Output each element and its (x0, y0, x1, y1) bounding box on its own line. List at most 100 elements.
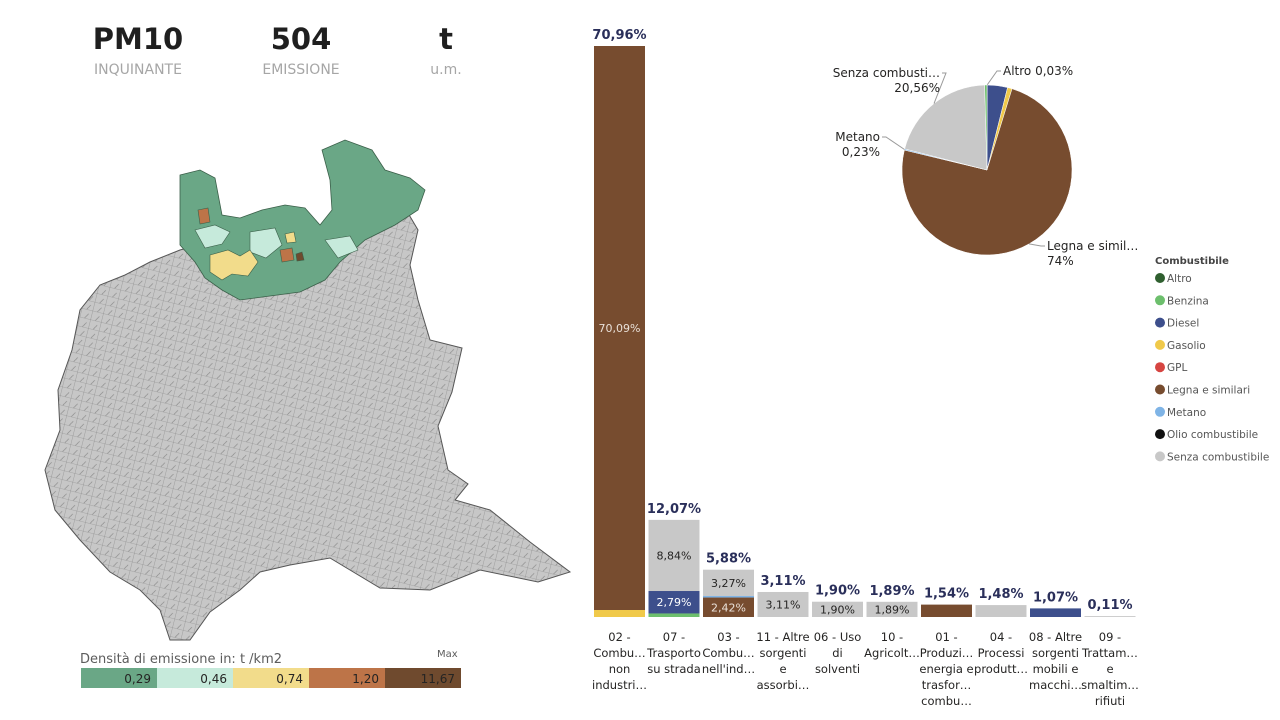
fuel-legend-item[interactable]: Metano (1155, 406, 1206, 419)
bar-segment[interactable] (812, 601, 863, 617)
kpi-inquinante: PM10 INQUINANTE (73, 20, 203, 78)
bar-segment[interactable] (594, 609, 645, 617)
fuel-legend-label: Olio combustibile (1167, 429, 1258, 441)
fuel-legend[interactable]: Combustibile Altro Benzina Diesel Gasolio GPL… (1155, 256, 1269, 463)
fuel-legend-title: Combustibile (1155, 256, 1229, 267)
bar-segment[interactable] (648, 591, 700, 614)
bar-segment-label: 3,27% (711, 577, 746, 590)
bar-segment-label: 1,89% (875, 603, 910, 616)
kpi-inquinante-label: INQUINANTE (94, 62, 182, 78)
map-legend-bin-value: 0,29 (124, 672, 151, 686)
fuel-legend-marker (1155, 406, 1165, 417)
bar-segment-label: 1,90% (820, 603, 855, 616)
kpi-emissione: 504 EMISSIONE (236, 20, 366, 78)
pie-slice[interactable] (984, 84, 988, 171)
bar-segment-label: 2,42% (711, 601, 746, 614)
fuel-pie-chart[interactable]: Altro 0,03% Legna e simil… 74% Metano 0,23% S… (833, 64, 1139, 268)
bar-segment[interactable] (703, 597, 754, 617)
pie-leader-line (986, 70, 1001, 86)
fuel-legend-marker (1155, 339, 1165, 350)
bar-category-label: 09 -Trattam… e smaltim… rifiuti (1081, 630, 1139, 708)
pie-slice-label: Legna e simil… 74% (1047, 239, 1138, 268)
bar-category-label: 08 - Altre sorgenti mobili e macchi… (1029, 630, 1082, 692)
region-map[interactable]: Densità di emissione in: t /km2 Max 0,29… (0, 0, 600, 720)
kpi-unit-value: t (439, 22, 453, 56)
bar-total-label: 1,89% (869, 584, 914, 599)
bar-segment[interactable] (648, 519, 700, 592)
fuel-legend-marker (1155, 317, 1165, 328)
bar-segment[interactable] (703, 569, 754, 596)
bar-category-label: 10 -Agricolt… (864, 630, 920, 660)
region-map-highlight-province (179, 139, 426, 301)
pie-slice-label: Senza combusti… 20,56% (833, 66, 940, 95)
map-legend-title: Densità di emissione in: t /km2 (80, 652, 282, 667)
fuel-legend-item[interactable]: Altro (1155, 273, 1192, 285)
fuel-legend-item[interactable]: Gasolio (1155, 339, 1206, 352)
fuel-legend-item[interactable]: Diesel (1155, 317, 1199, 330)
fuel-legend-label: Legna e similari (1167, 385, 1250, 397)
fuel-legend-item[interactable]: GPL (1155, 362, 1187, 374)
bar-segment[interactable] (594, 46, 645, 610)
map-legend-bin (233, 668, 309, 688)
map-legend-bin (309, 668, 385, 688)
pie-slice[interactable] (904, 84, 988, 171)
bar-total-label: 0,11% (1087, 598, 1132, 613)
bar-total-label: 1,48% (978, 587, 1023, 602)
bar-segment-label: 8,84% (657, 549, 692, 562)
bar-segment[interactable] (1030, 608, 1081, 617)
pie-slice-label: Altro 0,03% (1003, 64, 1073, 78)
fuel-legend-label: Diesel (1167, 318, 1199, 330)
map-legend-bin (157, 668, 233, 688)
map-legend-bin-value: 1,20 (352, 672, 379, 686)
bar-total-label: 70,96% (592, 28, 646, 43)
fuel-legend-label: Gasolio (1167, 340, 1206, 352)
fuel-legend-item[interactable]: Olio combustibile (1155, 429, 1258, 441)
bar-segment[interactable] (975, 605, 1027, 617)
bar-category-label: 01 -Produzi… energia e trasfor… combu… (919, 630, 973, 708)
fuel-legend-item[interactable]: Benzina (1155, 295, 1209, 307)
bar-segment[interactable] (866, 601, 918, 617)
bar-segment[interactable] (703, 595, 754, 598)
kpi-unit: t u.m. (381, 20, 511, 78)
bar-category-label: 02 -Combu… non industri… (592, 630, 647, 692)
bar-category-label: 03 -Combu… nell'ind… (702, 630, 755, 676)
bar-total-label: 5,88% (706, 552, 751, 567)
fuel-legend-marker (1155, 295, 1165, 306)
fuel-legend-item[interactable]: Senza combustibile (1155, 451, 1269, 463)
kpi-inquinante-value: PM10 (92, 22, 184, 56)
bar-category-label: 11 - Altre sorgenti e assorbi… (756, 630, 809, 692)
bar-segment-label: 70,09% (599, 322, 641, 335)
fuel-legend-label: Metano (1167, 407, 1206, 419)
bar-category-label: 04 -Processi produtt… (974, 630, 1028, 676)
fuel-legend-item[interactable]: Legna e similari (1155, 384, 1250, 397)
kpi-unit-label: u.m. (430, 62, 462, 78)
fuel-legend-label: Altro (1167, 273, 1192, 285)
pie-leader-line (882, 136, 905, 150)
bar-segment[interactable] (1084, 616, 1136, 617)
fuel-legend-marker (1155, 451, 1165, 462)
bar-segment-label: 2,79% (657, 596, 692, 609)
fuel-legend-label: Senza combustibile (1167, 451, 1269, 463)
kpi-emissione-label: EMISSIONE (262, 62, 340, 78)
bar-total-label: 3,11% (760, 574, 805, 589)
map-legend-bin-value: 11,67 (421, 672, 455, 686)
bar-category-label: 06 - Uso di solventi (814, 630, 862, 676)
sector-bar-chart[interactable]: 70,09% 70,96% 02 -Combu… non industri… 2,79% 8… (592, 28, 1139, 708)
bar-total-label: 1,90% (815, 584, 860, 599)
pie-leader-line (1028, 243, 1045, 247)
map-legend-bin (81, 668, 157, 688)
map-legend-bin-value: 0,46 (200, 672, 227, 686)
fuel-legend-marker (1155, 429, 1165, 440)
bar-segment-label: 3,11% (766, 598, 801, 611)
pie-leader-line (933, 72, 947, 104)
map-legend-max: Max (437, 649, 458, 660)
fuel-legend-marker (1155, 384, 1165, 395)
bar-segment[interactable] (757, 591, 809, 617)
fuel-legend-label: Benzina (1167, 295, 1209, 307)
map-legend-bin-value: 0,74 (276, 672, 303, 686)
bar-total-label: 12,07% (647, 502, 701, 517)
map-legend-bins: 0,29 0,46 0,74 1,20 11,67 (81, 668, 461, 688)
bar-segment[interactable] (921, 604, 972, 617)
bar-segment[interactable] (648, 613, 700, 617)
